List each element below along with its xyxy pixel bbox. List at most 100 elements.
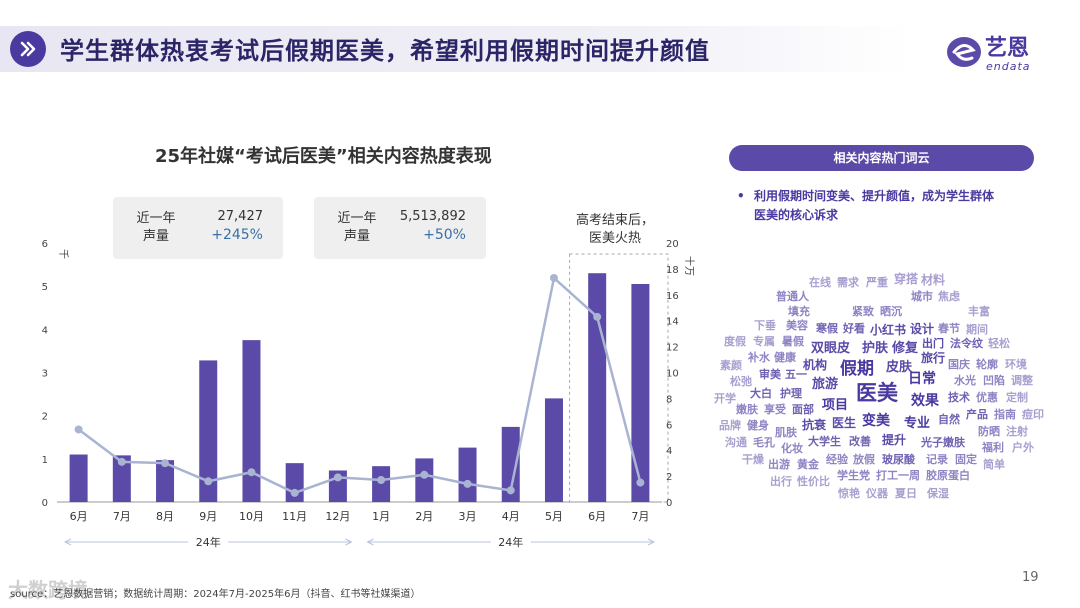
y-left-tick-label: 3 (42, 369, 48, 380)
line-point (117, 457, 126, 466)
line-point (74, 425, 83, 434)
word-cloud-term: 出门 (922, 337, 944, 350)
bar (501, 426, 520, 502)
year-group-2-arrow-left-icon (366, 538, 374, 546)
y-right-tick-label: 14 (666, 317, 679, 328)
word-cloud-term: 设计 (910, 322, 935, 336)
word-cloud-term: 优惠 (976, 391, 998, 404)
y-left-tick-label: 2 (42, 412, 48, 423)
year-group-1-arrow-right-icon (345, 538, 353, 546)
word-cloud-term: 环境 (1005, 358, 1027, 371)
y-right-tick-label: 2 (666, 472, 672, 483)
stat-label-line1: 近一年 (136, 211, 176, 226)
stat-box-1: 近一年 声量 27,427 +245% (113, 197, 283, 259)
watermark: 大数跨境 (8, 578, 88, 602)
word-cloud-term: 注射 (1006, 425, 1028, 438)
y-right-tick-label: 6 (666, 420, 672, 431)
y-left-tick-label: 4 (42, 325, 48, 336)
word-cloud-term: 肌肤 (775, 426, 797, 439)
x-tick-label: 5月 (545, 510, 563, 523)
word-cloud-term: 修复 (892, 341, 919, 356)
year-group-2-label-bg (490, 534, 531, 550)
logo-text-en: endata (986, 60, 1031, 73)
year-group-1-label-bg (188, 534, 229, 550)
word-cloud-term: 素颜 (720, 359, 742, 372)
word-cloud-term: 日常 (908, 371, 936, 387)
bar (69, 454, 88, 502)
word-cloud-term: 简单 (983, 458, 1005, 471)
word-cloud-term: 严重 (866, 276, 888, 289)
word-cloud-term: 轮廓 (976, 358, 998, 371)
word-cloud-term: 调整 (1011, 374, 1033, 387)
word-cloud-term: 材料 (921, 273, 946, 287)
word-cloud-term: 干燥 (742, 453, 764, 466)
word-cloud-term: 美容 (786, 319, 808, 332)
word-cloud-term: 放假 (853, 453, 875, 466)
word-cloud-term: 医生 (832, 416, 857, 430)
year-group-2-arrow-right-icon (647, 538, 656, 546)
chart-annotation: 高考结束后， 医美火热 (570, 212, 660, 248)
word-cloud-term: 健康 (774, 351, 796, 364)
bar (156, 460, 175, 502)
word-cloud-term: 大学生 (808, 435, 841, 448)
stat-label-line2: 声量 (343, 229, 370, 244)
series-line (77, 275, 642, 495)
x-tick-label: 3月 (459, 510, 477, 523)
word-cloud-term: 提升 (882, 433, 907, 447)
bar (199, 360, 218, 502)
x-tick-label: 8月 (156, 510, 174, 523)
word-cloud-term: 保湿 (927, 487, 949, 500)
word-cloud-term: 定制 (1006, 391, 1028, 404)
x-tick-label: 10月 (239, 510, 264, 523)
y-left-tick-label: 1 (42, 455, 48, 466)
word-cloud-term: 嫩肤 (736, 403, 758, 416)
word-cloud-term: 下垂 (754, 319, 776, 332)
word-cloud-term: 专属 (753, 335, 775, 348)
word-cloud-term: 光子嫩肤 (921, 436, 965, 449)
word-cloud-term: 项目 (822, 398, 849, 413)
word-cloud-term: 需求 (837, 276, 859, 289)
chevron-double-right-icon (10, 31, 46, 67)
x-tick-label: 7月 (113, 510, 131, 523)
annotation-line1: 高考结束后， (575, 213, 654, 228)
word-cloud-term: 沟通 (725, 436, 747, 449)
stat-value: 5,513,892 (399, 209, 466, 224)
line-point (333, 473, 342, 482)
y-right-tick-label: 8 (666, 394, 672, 405)
word-cloud-term: 品牌 (719, 419, 741, 432)
stat-change: +245% (211, 227, 263, 243)
source-note: source：艺恩数据营销；数据统计周期：2024年7月-2025年6月（抖音、… (10, 589, 421, 600)
line-point (247, 468, 256, 477)
y-right-tick-label: 4 (666, 446, 672, 457)
word-cloud-term: 玻尿酸 (882, 453, 915, 466)
word-cloud-term: 穿搭 (894, 272, 919, 286)
word-cloud-term: 性价比 (797, 475, 830, 488)
wordcloud-header: 相关内容热门词云 (729, 145, 1034, 171)
word-cloud-term: 度假 (724, 335, 746, 348)
word-cloud-term: 大白 (750, 387, 772, 400)
word-cloud-term: 技术 (948, 391, 970, 404)
word-cloud-term: 福利 (982, 441, 1004, 454)
word-cloud-term: 黄金 (797, 458, 819, 471)
word-cloud-term: 胶原蛋白 (926, 469, 970, 482)
page-title: 学生群体热衷考试后假期医美，希望利用假期时间提升颜值 (60, 37, 710, 65)
line-point (161, 459, 170, 468)
word-cloud-term: 效果 (911, 393, 939, 409)
bar (631, 284, 650, 502)
word-cloud-term: 填充 (788, 305, 810, 318)
y-left-tick-label: 0 (42, 498, 48, 509)
word-cloud-term: 期间 (966, 323, 988, 336)
x-tick-label: 1月 (372, 510, 390, 523)
bar (242, 340, 261, 502)
x-tick-label: 4月 (502, 510, 520, 523)
word-cloud-term: 夏日 (895, 487, 917, 500)
word-cloud-term: 防晒 (978, 425, 1000, 438)
word-cloud-term: 国庆 (948, 358, 970, 371)
y-right-tick-label: 20 (666, 239, 679, 250)
word-cloud-term: 凹陷 (983, 374, 1005, 387)
stat-change: +50% (423, 227, 466, 243)
word-cloud-term: 补水 (748, 351, 770, 364)
page-number: 19 (1022, 570, 1039, 585)
word-cloud-term: 好看 (843, 322, 865, 335)
